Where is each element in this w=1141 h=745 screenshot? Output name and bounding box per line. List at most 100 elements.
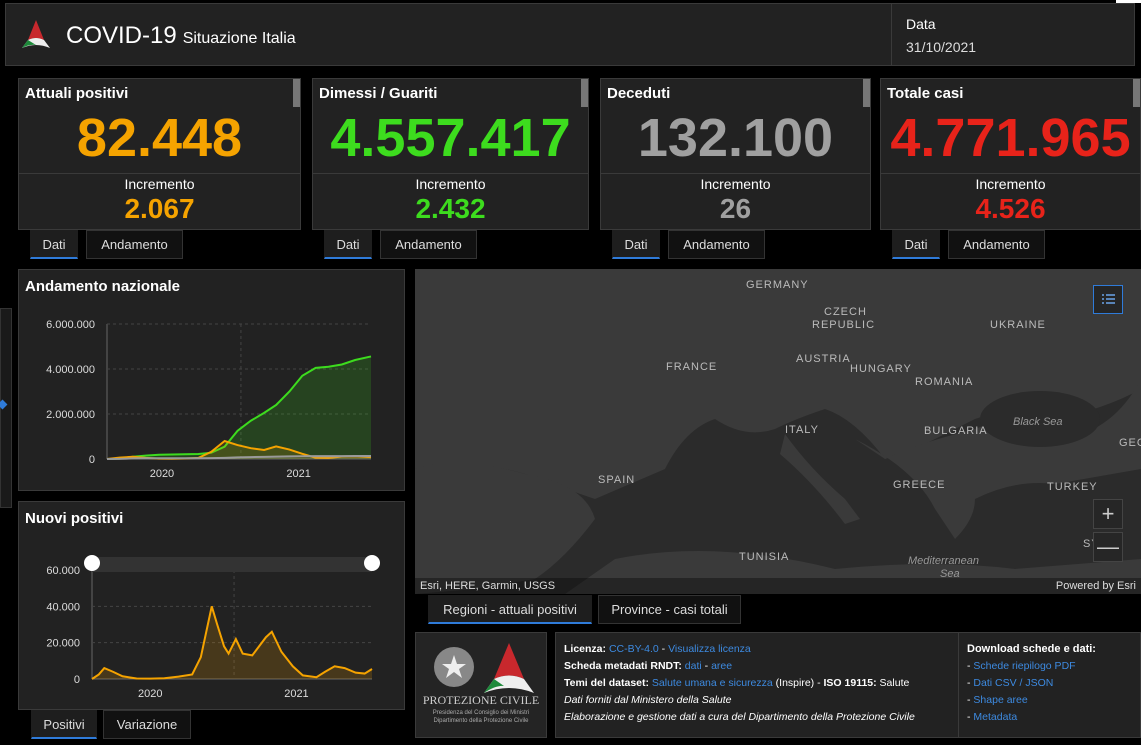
map-label: GERMANY: [746, 279, 809, 291]
divider: [601, 173, 870, 174]
download-section: Download schede e dati: - Schede riepilo…: [958, 633, 1104, 737]
tab-regioni[interactable]: Regioni - attuali positivi: [428, 595, 592, 624]
salute-link[interactable]: Salute umana e sicurezza: [651, 677, 773, 689]
map-label: AUSTRIA: [796, 353, 851, 365]
visualizza-licenza-link[interactable]: Visualizza licenza: [668, 643, 751, 655]
tab-andamento[interactable]: Andamento: [948, 230, 1045, 259]
info-box: Licenza: CC-BY-4.0 - Visualizza licenza …: [555, 632, 1141, 738]
label: Temi del dataset:: [564, 677, 649, 689]
tab-variazione[interactable]: Variazione: [103, 710, 191, 739]
app-title: COVID-19 Situazione Italia: [66, 22, 296, 50]
range-slider-track[interactable]: [92, 557, 372, 572]
logo-box: PROTEZIONE CIVILE Presidenza del Consigl…: [415, 632, 547, 738]
map-label: ITALY: [785, 424, 819, 436]
logo-subtitle: Presidenza del Consiglio dei Ministri Dip…: [416, 709, 546, 725]
map-label: TURKEY: [1047, 481, 1098, 493]
scrollbar[interactable]: [863, 79, 870, 107]
increment-label: Incremento: [124, 176, 195, 192]
tab-province[interactable]: Province - casi totali: [598, 595, 741, 624]
map-sea-label: Black Sea: [1013, 416, 1063, 428]
series-1-area: [107, 441, 371, 459]
y-tick-label: 2.000.000: [46, 409, 95, 421]
zoom-out-button[interactable]: —: [1093, 532, 1123, 562]
date-value: 31/10/2021: [906, 39, 977, 55]
card-title: Attuali positivi: [25, 85, 129, 102]
scrollbar[interactable]: [581, 79, 588, 107]
aree-link[interactable]: aree: [711, 660, 733, 672]
scrollbar[interactable]: [293, 79, 300, 107]
chart-title: Nuovi positivi: [25, 510, 124, 527]
tab-andamento[interactable]: Andamento: [86, 230, 183, 259]
increment-value: 26: [719, 193, 752, 224]
map-view[interactable]: GERMANY CZECH REPUBLIC UKRAINE FRANCE AU…: [415, 269, 1141, 594]
y-tick-label: 0: [74, 674, 80, 686]
y-tick-label: 6.000.000: [46, 319, 95, 331]
download-title: Download schede e dati:: [967, 643, 1096, 655]
download-item: - Dati CSV / JSON: [967, 675, 1096, 692]
download-link[interactable]: Schede riepilogo PDF: [973, 660, 1076, 672]
divider: [313, 173, 588, 174]
expand-arrow-icon[interactable]: [0, 399, 8, 410]
card-title: Totale casi: [887, 85, 964, 102]
series-0-line: [91, 606, 373, 680]
y-tick-label: 60.000: [46, 565, 80, 577]
increment-label: Incremento: [700, 176, 771, 192]
map-label: SPAIN: [598, 474, 636, 486]
tab-dati[interactable]: Dati: [324, 230, 372, 259]
x-tick-label: 2021: [286, 468, 310, 480]
inspire-text: (Inspire) -: [775, 677, 824, 689]
increment-value: 2.067: [124, 193, 195, 224]
tab-andamento[interactable]: Andamento: [380, 230, 477, 259]
divider: [19, 173, 300, 174]
date-label: Data: [906, 16, 936, 32]
label: Licenza:: [564, 643, 607, 655]
kpi-card: Totale casi 4.771.965 Incremento 4.526: [880, 78, 1141, 230]
elaborazione-text: Elaborazione e gestione dati a cura del …: [564, 711, 915, 723]
download-link[interactable]: Metadata: [973, 711, 1018, 723]
x-tick-label: 2020: [150, 468, 174, 480]
kpi-card: Deceduti 132.100 Incremento 26: [600, 78, 871, 230]
download-link[interactable]: Shape aree: [973, 694, 1028, 706]
map-label: CZECH: [824, 306, 867, 318]
kpi-card: Attuali positivi 82.448 Incremento 2.067: [18, 78, 301, 230]
legend-button[interactable]: [1093, 285, 1123, 314]
andamento-nazionale-panel: Andamento nazionale 0 2.000.000 4.000.000 6…: [18, 269, 405, 491]
map-label: UKRAINE: [990, 319, 1046, 331]
powered-by-esri[interactable]: Powered by Esri: [1055, 580, 1136, 592]
scrollbar[interactable]: [1133, 79, 1140, 107]
dash: -: [967, 660, 974, 672]
range-slider-handle[interactable]: [364, 555, 380, 571]
label: ISO 19115:: [823, 677, 877, 689]
map-label: REPUBLIC: [812, 319, 876, 331]
list-icon: [1102, 294, 1115, 304]
download-item: - Metadata: [967, 709, 1096, 726]
map-label: TUNISIA: [739, 551, 790, 563]
zoom-in-button[interactable]: +: [1093, 499, 1123, 529]
tab-andamento[interactable]: Andamento: [668, 230, 765, 259]
sep: -: [701, 660, 712, 672]
map-label: GEO: [1119, 437, 1141, 449]
sep: -: [658, 643, 669, 655]
tab-positivi[interactable]: Positivi: [31, 710, 97, 739]
protezione-civile-emblem-icon: [434, 643, 534, 693]
side-panel-toggle[interactable]: [0, 308, 12, 508]
dash: -: [967, 711, 974, 723]
range-slider-handle[interactable]: [84, 555, 100, 571]
dati-link[interactable]: dati: [684, 660, 702, 672]
logo-line: Presidenza del Consiglio dei Ministri: [432, 710, 530, 716]
logo-name: PROTEZIONE CIVILE: [422, 693, 540, 707]
card-value: 4.771.965: [890, 108, 1131, 168]
date-box: Data 31/10/2021: [891, 4, 976, 65]
tab-dati[interactable]: Dati: [30, 230, 78, 259]
increment-label: Incremento: [415, 176, 486, 192]
window-edge: [1116, 0, 1141, 3]
tab-dati[interactable]: Dati: [612, 230, 660, 259]
download-link[interactable]: Dati CSV / JSON: [973, 677, 1054, 689]
tab-dati[interactable]: Dati: [892, 230, 940, 259]
temi-line: Temi del dataset: Salute umana e sicurez…: [564, 675, 1132, 692]
cc-by-link[interactable]: CC-BY-4.0: [608, 643, 659, 655]
card-value: 4.557.417: [330, 108, 571, 168]
nuovi-positivi-panel: Nuovi positivi 0 20.000 40.000 60.000 2020 20…: [18, 501, 405, 710]
map-attribution-bar: Esri, HERE, Garmin, USGS Powered by Esri: [415, 578, 1141, 594]
fonte-text: Dati forniti dal Ministero della Salute: [564, 694, 732, 706]
